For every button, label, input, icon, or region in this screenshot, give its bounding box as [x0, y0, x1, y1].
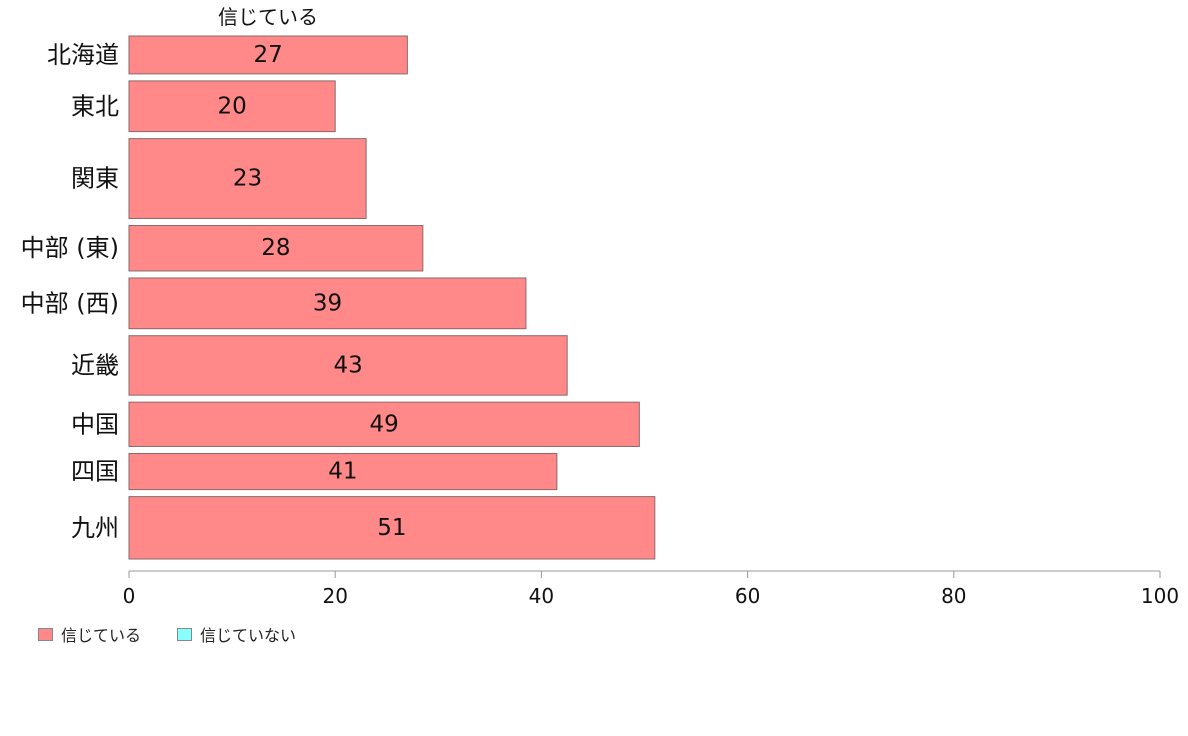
category-label: 四国 [71, 458, 119, 486]
legend-item-not-believe: 信じていない [177, 622, 296, 646]
legend-swatch-believe [38, 627, 53, 641]
value-label: 20 [217, 93, 246, 119]
value-label: 27 [254, 42, 283, 68]
value-label: 28 [261, 235, 290, 261]
bar [128, 35, 408, 75]
x-axis: 0 20 40 60 80 100 [123, 570, 1179, 608]
category-label: 中国 [71, 410, 119, 438]
value-label: 41 [328, 459, 357, 485]
legend-swatch-not-believe [177, 627, 193, 641]
bar [128, 496, 656, 560]
header-label: 信じている [218, 5, 318, 29]
value-label: 43 [333, 352, 362, 378]
x-tick-label: 100 [1141, 584, 1179, 608]
category-label: 東北 [71, 92, 119, 120]
x-tick-label: 0 [123, 584, 136, 608]
bar [128, 80, 336, 133]
bar [128, 452, 558, 491]
category-label: 北海道 [47, 41, 119, 69]
value-label: 23 [233, 166, 262, 192]
legend-label-not-believe: 信じていない [200, 626, 297, 645]
bar [128, 277, 527, 330]
value-label: 51 [377, 515, 406, 541]
category-label: 中部 (東) [21, 234, 119, 262]
legend-label-believe: 信じている [61, 626, 142, 645]
x-tick-label: 60 [735, 584, 760, 608]
bar [128, 335, 568, 396]
x-tick-label: 40 [529, 584, 554, 608]
x-tick-label: 80 [941, 584, 966, 608]
value-label: 39 [313, 290, 342, 316]
value-label: 49 [370, 411, 399, 437]
x-tick-label: 20 [322, 584, 347, 608]
bar-group [128, 35, 656, 560]
category-label: 九州 [71, 514, 119, 542]
bar [128, 224, 424, 272]
category-label: 関東 [71, 165, 119, 193]
category-label: 近畿 [71, 351, 119, 379]
legend: 信じている 信じていない [38, 622, 296, 646]
bar [128, 138, 367, 219]
legend-item-believe: 信じている [38, 622, 141, 646]
bar [128, 401, 640, 447]
category-label: 中部 (西) [21, 289, 119, 317]
